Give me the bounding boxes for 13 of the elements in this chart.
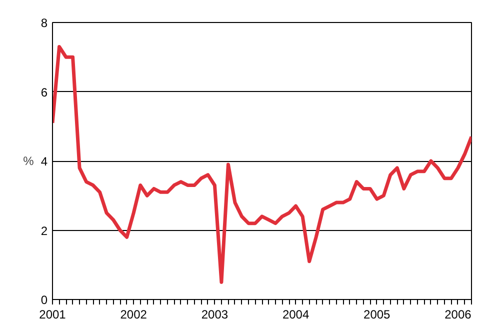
x-tick-label: 2001 <box>39 308 66 322</box>
x-tick-label: 2002 <box>120 308 148 322</box>
y-tick-label: 0 <box>40 293 48 307</box>
y-tick-label: 8 <box>40 16 48 30</box>
line-series <box>52 44 472 284</box>
y-tick-label: 4 <box>40 154 48 168</box>
x-tick-label: 2005 <box>364 308 391 322</box>
x-tick-label: 2003 <box>201 308 228 322</box>
x-tick-label: 2006 <box>444 308 472 322</box>
y-axis-title: % <box>23 154 34 168</box>
x-tick-label: 2004 <box>282 308 310 322</box>
y-tick-label: 6 <box>40 85 48 100</box>
y-tick-label: 2 <box>40 224 48 238</box>
